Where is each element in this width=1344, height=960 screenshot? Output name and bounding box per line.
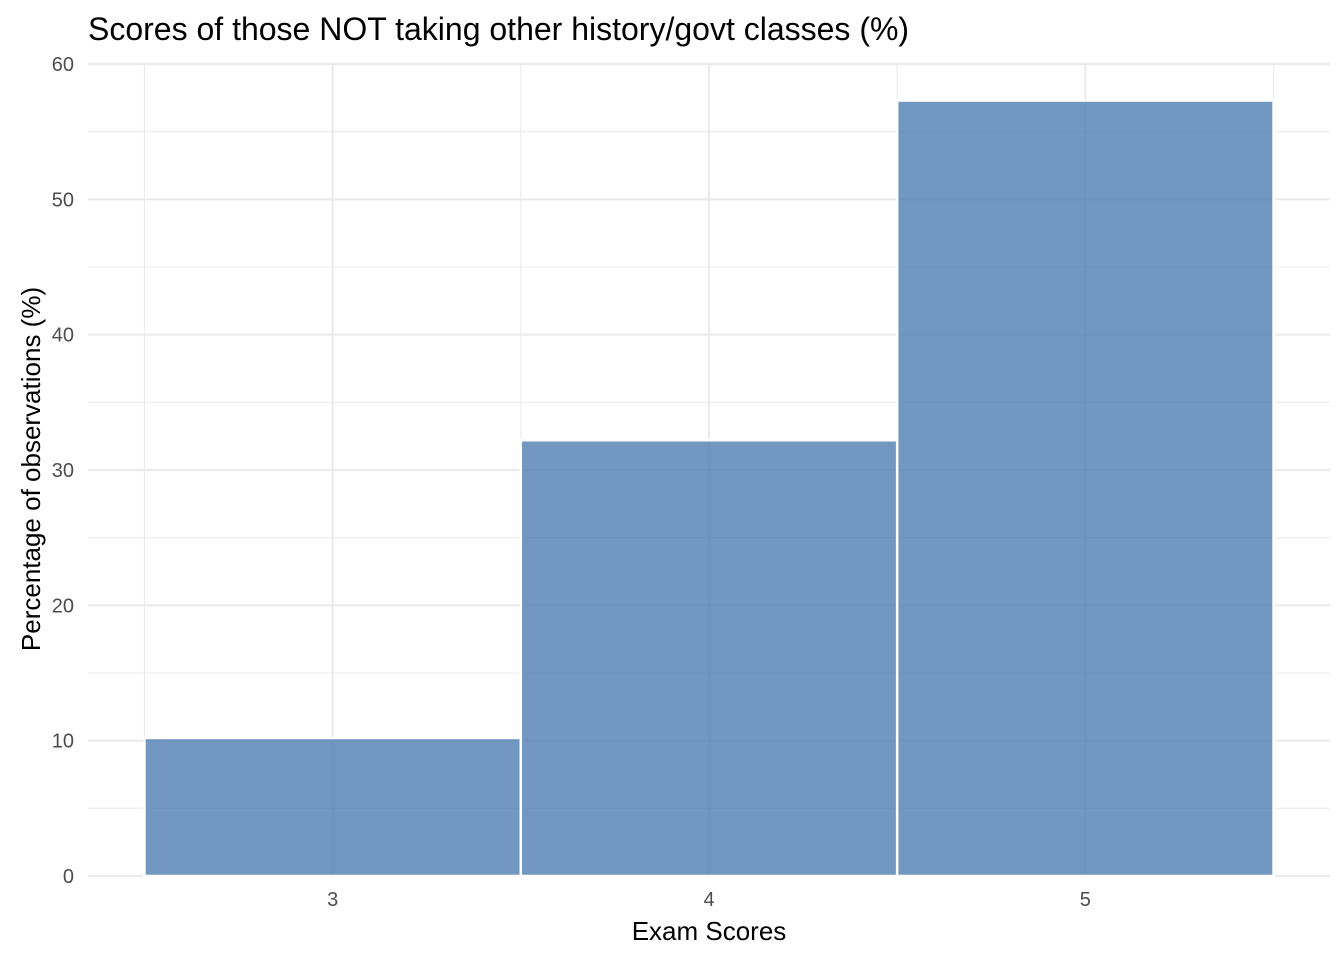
y-tick-label: 10 bbox=[52, 731, 74, 753]
x-tick-label: 3 bbox=[327, 889, 338, 911]
y-tick-label: 50 bbox=[52, 189, 74, 211]
x-axis-ticks: 3 4 5 bbox=[327, 889, 1091, 911]
bar-5 bbox=[895, 99, 1275, 878]
y-tick-label: 20 bbox=[52, 595, 74, 617]
y-tick-label: 0 bbox=[63, 866, 74, 888]
y-axis-title: Percentage of observations (%) bbox=[16, 287, 46, 651]
x-tick-label: 5 bbox=[1080, 889, 1091, 911]
y-tick-label: 30 bbox=[52, 460, 74, 482]
bars bbox=[143, 99, 1275, 878]
y-axis-ticks: 0 10 20 30 40 50 60 bbox=[52, 54, 74, 888]
bar-4 bbox=[519, 438, 899, 878]
x-tick-label: 4 bbox=[703, 889, 714, 911]
x-axis-title: Exam Scores bbox=[632, 916, 787, 946]
chart-title: Scores of those NOT taking other history… bbox=[88, 11, 909, 47]
bar-3 bbox=[143, 736, 523, 878]
y-tick-label: 60 bbox=[52, 54, 74, 76]
y-tick-label: 40 bbox=[52, 325, 74, 347]
